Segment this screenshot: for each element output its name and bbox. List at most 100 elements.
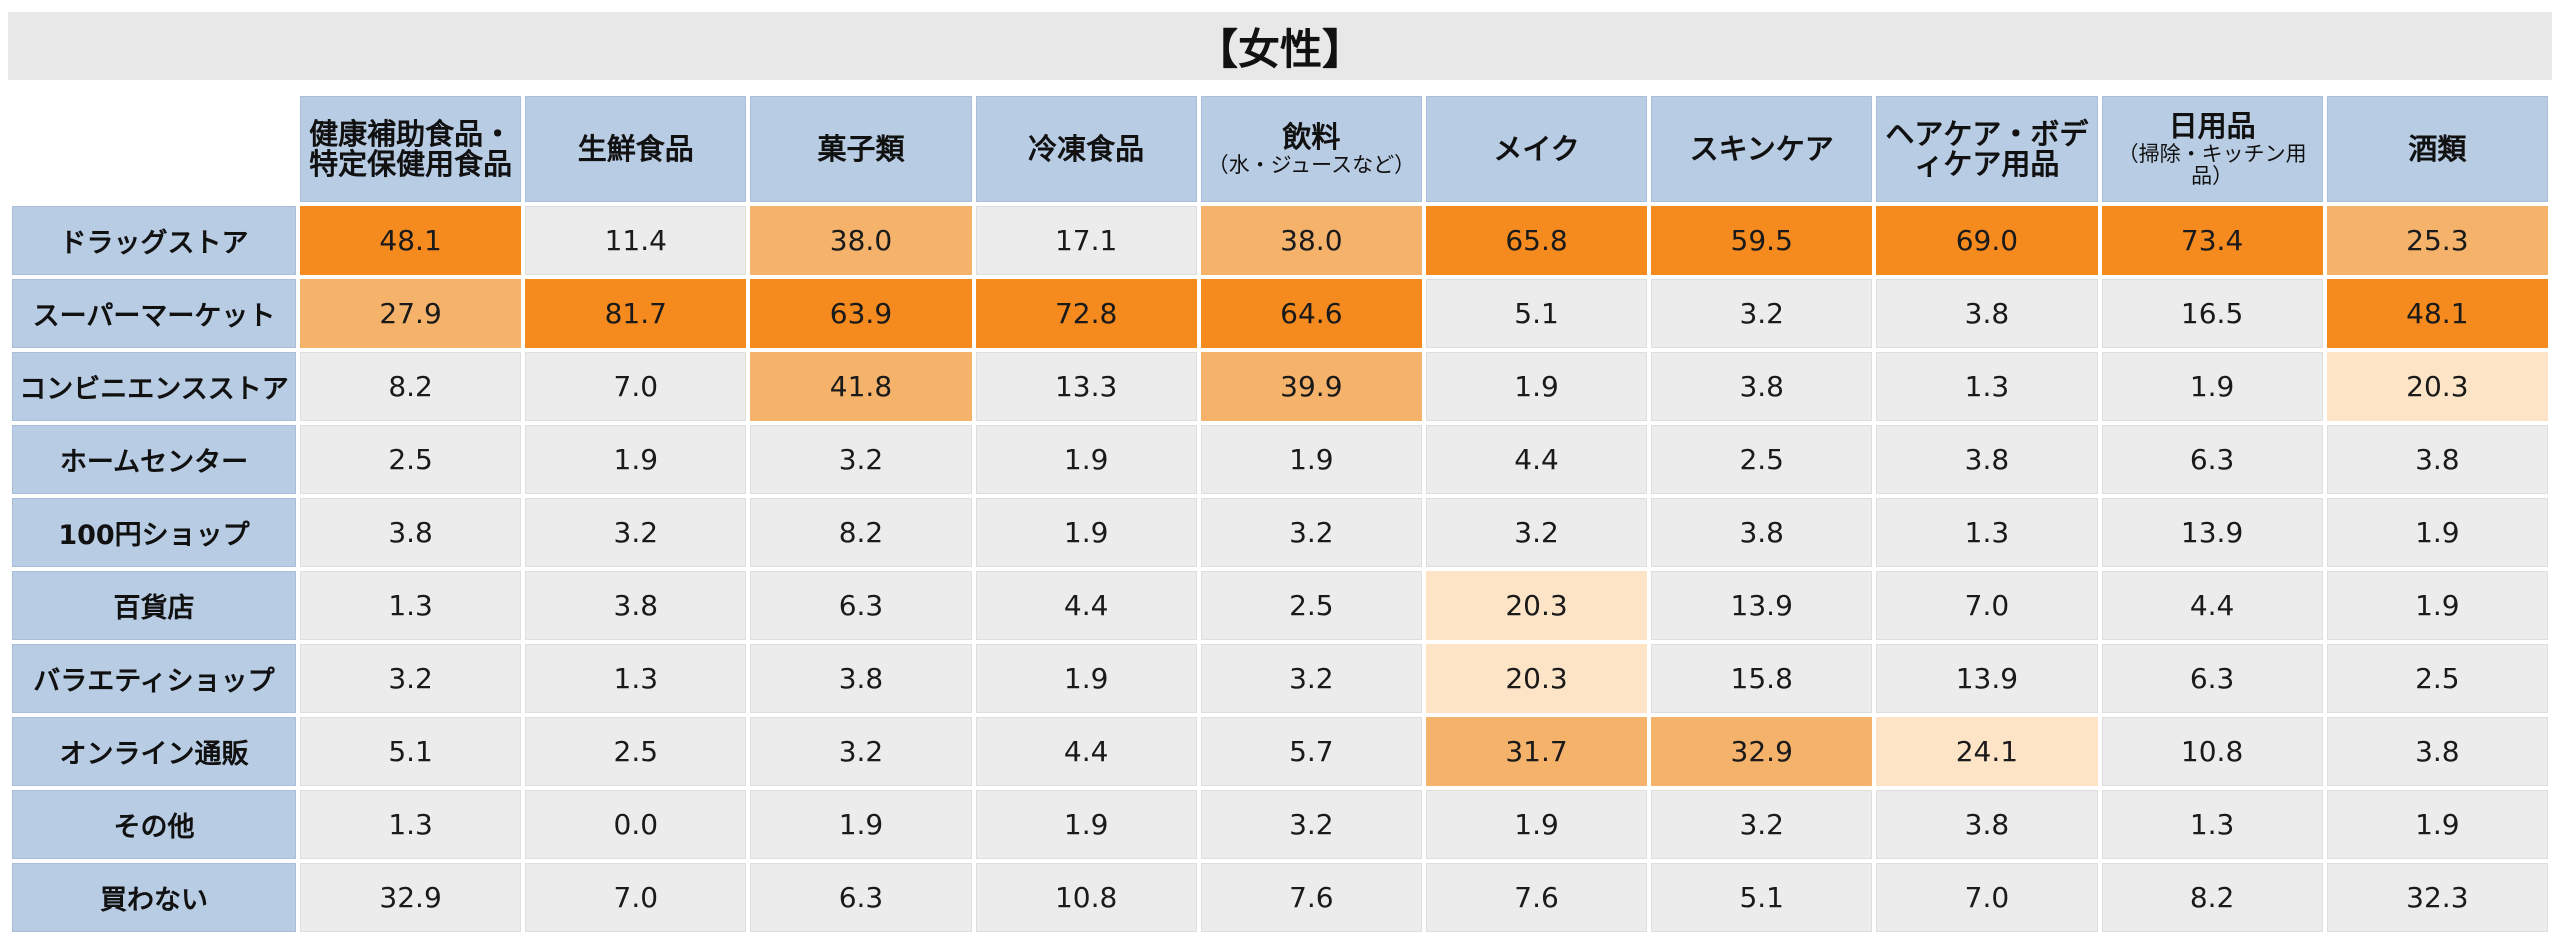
data-cell: 4.4: [975, 571, 1197, 640]
data-cell: 1.3: [2101, 790, 2323, 859]
table-row: 百貨店 1.3 3.8 6.3 4.4 2.5 20.3 13.9 7.0 4.4 1.9: [12, 571, 2548, 640]
column-header-label: 飲料: [1282, 119, 1341, 154]
table-row: 100円ショップ 3.8 3.2 8.2 1.9 3.2 3.2 3.8 1.3 13.9 1.9: [12, 498, 2548, 567]
data-cell: 2.5: [1651, 425, 1873, 494]
data-cell: 3.2: [750, 717, 972, 786]
column-header-label: 菓子類: [817, 131, 905, 166]
column-header-label: 生鮮食品: [577, 131, 694, 166]
data-cell: 3.2: [1200, 644, 1422, 713]
data-cell: 1.9: [750, 790, 972, 859]
table-row: その他 1.3 0.0 1.9 1.9 3.2 1.9 3.2 3.8 1.3 1.9: [12, 790, 2548, 859]
data-cell: 20.3: [1425, 644, 1648, 713]
data-cell: 38.0: [750, 206, 972, 275]
column-header-row: 健康補助食品・特定保健用食品 生鮮食品 菓子類 冷凍食品 飲料 （水・ジュースなど） メイク…: [12, 96, 2548, 202]
data-cell: 17.1: [975, 206, 1197, 275]
column-header-10: 酒類: [2326, 96, 2548, 202]
data-cell: 65.8: [1425, 206, 1648, 275]
column-header-sublabel: （水・ジュースなど）: [1207, 153, 1416, 178]
data-cell: 1.9: [2326, 498, 2548, 567]
data-cell: 8.2: [2101, 863, 2323, 932]
data-cell: 73.4: [2101, 206, 2323, 275]
column-header-2: 生鮮食品: [525, 96, 747, 202]
row-header: 100円ショップ: [12, 498, 296, 567]
data-cell: 1.3: [1876, 498, 2098, 567]
data-cell: 4.4: [1425, 425, 1648, 494]
data-cell: 10.8: [975, 863, 1197, 932]
column-header-6: メイク: [1425, 96, 1648, 202]
data-cell: 16.5: [2101, 279, 2323, 348]
column-header-label: 日用品: [2168, 108, 2256, 143]
data-cell: 64.6: [1200, 279, 1422, 348]
data-cell: 1.9: [975, 498, 1197, 567]
data-cell: 13.3: [975, 352, 1197, 421]
data-cell: 13.9: [2101, 498, 2323, 567]
data-cell: 3.8: [2326, 717, 2548, 786]
data-cell: 48.1: [300, 206, 522, 275]
data-cell: 32.9: [1651, 717, 1873, 786]
table-row: ホームセンター 2.5 1.9 3.2 1.9 1.9 4.4 2.5 3.8 6.3 3.8: [12, 425, 2548, 494]
column-header-sublabel: （掃除・キッチン用品）: [2117, 142, 2307, 189]
data-cell: 5.1: [1651, 863, 1873, 932]
data-cell: 1.9: [525, 425, 747, 494]
data-cell: 4.4: [2101, 571, 2323, 640]
chart-title: 【女性】: [8, 12, 2552, 80]
data-cell: 3.8: [1651, 352, 1873, 421]
data-cell: 25.3: [2326, 206, 2548, 275]
data-cell: 1.9: [975, 425, 1197, 494]
column-header-label: メイク: [1493, 131, 1580, 166]
data-cell: 6.3: [750, 863, 972, 932]
data-cell: 10.8: [2101, 717, 2323, 786]
data-cell: 1.9: [1425, 352, 1648, 421]
data-cell: 39.9: [1200, 352, 1422, 421]
data-cell: 3.2: [525, 498, 747, 567]
column-header-5: 飲料 （水・ジュースなど）: [1200, 96, 1422, 202]
column-header-4: 冷凍食品: [975, 96, 1197, 202]
data-cell: 3.2: [1425, 498, 1648, 567]
table-row: バラエティショップ 3.2 1.3 3.8 1.9 3.2 20.3 15.8 13.9 6.3 2…: [12, 644, 2548, 713]
data-cell: 20.3: [2326, 352, 2548, 421]
data-cell: 3.2: [1651, 279, 1873, 348]
data-cell: 32.9: [300, 863, 522, 932]
data-cell: 27.9: [300, 279, 522, 348]
data-cell: 7.0: [525, 352, 747, 421]
data-cell: 13.9: [1651, 571, 1873, 640]
data-cell: 3.8: [1876, 790, 2098, 859]
data-cell: 7.6: [1200, 863, 1422, 932]
data-cell: 7.0: [1876, 571, 2098, 640]
data-cell: 3.2: [1200, 790, 1422, 859]
data-cell: 20.3: [1425, 571, 1648, 640]
data-cell: 2.5: [300, 425, 522, 494]
column-header-8: ヘアケア・ボディケア用品: [1876, 96, 2098, 202]
column-header-7: スキンケア: [1651, 96, 1873, 202]
data-cell: 11.4: [525, 206, 747, 275]
table-row: スーパーマーケット 27.9 81.7 63.9 72.8 64.6 5.1 3.2 3.8 16…: [12, 279, 2548, 348]
row-header: コンビニエンスストア: [12, 352, 296, 421]
data-cell: 8.2: [750, 498, 972, 567]
data-cell: 1.3: [300, 571, 522, 640]
column-header-label: 冷凍食品: [1028, 131, 1145, 166]
data-cell: 3.8: [525, 571, 747, 640]
data-cell: 3.8: [1876, 425, 2098, 494]
data-cell: 1.3: [300, 790, 522, 859]
data-cell: 3.2: [300, 644, 522, 713]
data-cell: 6.3: [2101, 644, 2323, 713]
data-cell: 63.9: [750, 279, 972, 348]
data-cell: 41.8: [750, 352, 972, 421]
data-cell: 1.9: [975, 644, 1197, 713]
data-cell: 3.8: [2326, 425, 2548, 494]
data-cell: 59.5: [1651, 206, 1873, 275]
data-cell: 32.3: [2326, 863, 2548, 932]
data-cell: 7.6: [1425, 863, 1648, 932]
table-row: コンビニエンスストア 8.2 7.0 41.8 13.3 39.9 1.9 3.8 1.3 1.9…: [12, 352, 2548, 421]
data-cell: 48.1: [2326, 279, 2548, 348]
table-row: 買わない 32.9 7.0 6.3 10.8 7.6 7.6 5.1 7.0 8.2 32.3: [12, 863, 2548, 932]
data-cell: 1.3: [525, 644, 747, 713]
data-cell: 5.1: [1425, 279, 1648, 348]
data-cell: 7.0: [1876, 863, 2098, 932]
data-cell: 81.7: [525, 279, 747, 348]
row-header: スーパーマーケット: [12, 279, 296, 348]
data-cell: 1.9: [1200, 425, 1422, 494]
data-cell: 3.2: [750, 425, 972, 494]
data-cell: 3.8: [1651, 498, 1873, 567]
data-cell: 38.0: [1200, 206, 1422, 275]
